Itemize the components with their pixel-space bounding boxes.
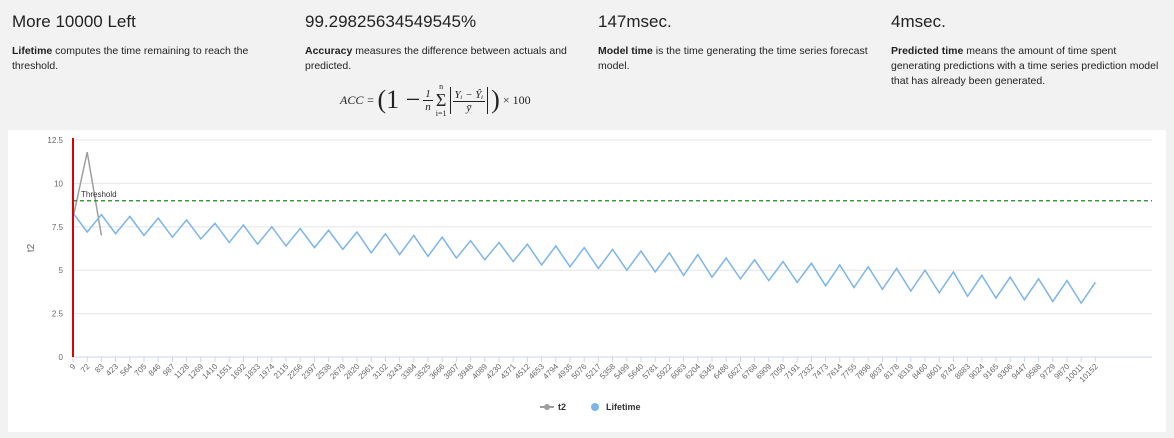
- card-body: is the time generating the time series f…: [598, 45, 868, 72]
- y-axis-label: t2: [26, 243, 37, 252]
- card-text: Model time is the time generating the ti…: [598, 44, 868, 74]
- x-tick-label: 564: [118, 362, 134, 378]
- fraction-den: ȳ: [466, 101, 472, 114]
- legend-symbol: [544, 404, 550, 410]
- card-lead: Accuracy: [305, 45, 353, 57]
- card-body: means the amount of time spent generatin…: [891, 45, 1159, 87]
- sum-bottom: i=1: [435, 109, 447, 118]
- y-tick-label: 5: [59, 266, 64, 275]
- card-text: Predicted time means the amount of time …: [891, 44, 1161, 89]
- x-tick-label: 9: [68, 362, 78, 372]
- fraction-num: 1: [423, 87, 433, 101]
- y-tick-label: 0: [59, 353, 64, 362]
- card-text: Accuracy measures the difference between…: [305, 44, 575, 74]
- card-text: Lifetime computes the time remaining to …: [12, 44, 282, 74]
- y-tick-label: 2.5: [52, 310, 64, 319]
- legend-label: Lifetime: [606, 402, 641, 412]
- card: 4msec. Predicted time means the amount o…: [891, 12, 1161, 89]
- chart-panel: t2 0 2.5 5 7.5 10 12.5 9 72 83 423 564 705 846 987 112…: [8, 130, 1166, 432]
- card-lead: Model time: [598, 45, 653, 57]
- absolute: Yᵢ − Ŷᵢ ȳ: [449, 86, 489, 114]
- x-tick-label: 72: [79, 362, 92, 375]
- y-tick-label: 12.5: [47, 136, 63, 145]
- y-tick-label: 10: [54, 179, 63, 188]
- sum-sign: Σ: [435, 90, 447, 110]
- card: 147msec. Model time is the time generati…: [598, 12, 868, 74]
- series-line: [72, 151, 103, 236]
- card: More 10000 Left Lifetime computes the ti…: [12, 12, 282, 74]
- card-title: 4msec.: [891, 12, 946, 31]
- threshold-label: Threshold: [81, 190, 117, 199]
- legend-label: t2: [558, 402, 566, 412]
- x-tick-label: 846: [147, 362, 163, 378]
- formula-open: (1 −: [377, 85, 421, 114]
- card-lead: Predicted time: [891, 45, 964, 57]
- card-lead: Lifetime: [12, 45, 53, 57]
- card-body: measures the difference between actuals …: [305, 45, 567, 72]
- card-title: More 10000 Left: [12, 12, 136, 31]
- summary-cards: More 10000 Left Lifetime computes the ti…: [0, 0, 1174, 128]
- x-tick-label: 705: [133, 362, 149, 378]
- formula-lhs: ACC =: [340, 92, 375, 107]
- card-title: 147msec.: [598, 12, 672, 31]
- series-line: [72, 212, 1097, 305]
- formula-close: ): [491, 85, 500, 114]
- x-tick-label: 423: [104, 362, 120, 378]
- y-tick-label: 7.5: [52, 223, 64, 232]
- legend-symbol: [591, 403, 600, 411]
- fraction: Yᵢ − Ŷᵢ ȳ: [452, 88, 486, 114]
- fraction-den: n: [425, 100, 431, 113]
- card-body: computes the time remaining to reach the…: [12, 45, 249, 72]
- fraction-num: Yᵢ − Ŷᵢ: [452, 88, 486, 102]
- card: 99.29825634549545% Accuracy measures the…: [305, 12, 575, 74]
- formula-times: × 100: [502, 92, 531, 107]
- card-title: 99.29825634549545%: [305, 12, 477, 31]
- sum-top: n: [439, 82, 444, 91]
